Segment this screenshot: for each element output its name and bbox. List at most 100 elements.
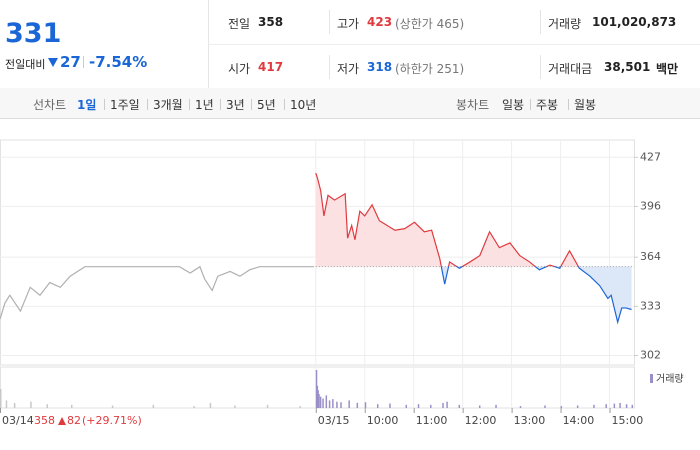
tab-group-label: 봉차트	[456, 98, 490, 112]
volume-bar	[336, 401, 338, 408]
divider	[329, 55, 330, 79]
volume-bar	[0, 389, 2, 408]
volume-bar	[348, 400, 350, 408]
volume-bar	[70, 404, 73, 408]
volume-bar	[319, 396, 322, 408]
legend-label: 거래량	[656, 373, 684, 385]
tab[interactable]: 1주일	[110, 98, 140, 112]
chart: 427 396 364 333 302 03/14 03/15 10:00 11:00 12:00…	[0, 139, 684, 427]
stat-unit: 백만	[656, 62, 679, 76]
tab[interactable]: 월봉	[574, 98, 597, 112]
stat-label: 거래량	[548, 17, 582, 31]
tab-bar	[0, 88, 700, 119]
tab-divider	[251, 99, 252, 110]
price: 331	[5, 18, 62, 49]
volume-bar	[405, 404, 408, 408]
volume-bar	[30, 401, 32, 408]
volume-bar	[299, 406, 301, 408]
stat-value: 38,501	[604, 60, 651, 74]
y-tick-label: 302	[640, 348, 661, 361]
volume-bar	[266, 404, 269, 408]
volume-bar	[5, 400, 8, 408]
volume-bar	[325, 395, 328, 408]
plot-frame	[0, 139, 635, 366]
prev-close: 358	[34, 414, 55, 427]
volume-bar	[631, 404, 634, 408]
x-tick-label: 13:00	[514, 414, 546, 427]
tab[interactable]: 5년	[257, 98, 276, 112]
volume-bar	[389, 403, 391, 408]
up-icon	[58, 417, 66, 425]
x-tick-label: 10:00	[367, 414, 399, 427]
volume-bar	[13, 402, 16, 408]
volume-bar	[318, 394, 320, 408]
tab[interactable]: 3년	[226, 98, 245, 112]
volume-bar	[442, 402, 444, 408]
x-tick-label: 15:00	[612, 414, 644, 427]
stat-label: 거래대금	[548, 62, 593, 76]
tab-divider	[530, 99, 531, 110]
stat-value: 423	[367, 15, 393, 29]
x-tick-label: 03/14	[2, 414, 34, 427]
prev-change: 82	[67, 414, 81, 427]
stat-value: 318	[367, 60, 393, 74]
prev-change-pct: (+29.71%)	[82, 414, 142, 427]
tab-divider	[147, 99, 148, 110]
volume-bar	[322, 398, 324, 408]
volume-bar	[356, 402, 359, 408]
volume-bar	[317, 390, 319, 408]
line	[315, 172, 632, 325]
stat-label: 시가	[228, 62, 251, 76]
volume-bar	[417, 404, 420, 408]
volume-bar	[446, 401, 448, 408]
stat-note: (상한가 465)	[395, 17, 465, 31]
area	[315, 173, 632, 323]
stat-label: 고가	[337, 17, 360, 31]
tab-divider	[568, 99, 569, 110]
legend-swatch	[650, 374, 653, 383]
volume-bar	[332, 399, 334, 408]
volume-bar	[209, 402, 212, 408]
volume-bar	[458, 404, 461, 408]
volume-bar	[576, 405, 579, 408]
change: 27	[60, 53, 81, 71]
tab-divider	[189, 99, 190, 110]
tab[interactable]: 10년	[290, 98, 317, 112]
divider	[83, 56, 84, 68]
y-tick-label: 427	[640, 150, 661, 163]
tab[interactable]: 1년	[195, 98, 214, 112]
tab-divider	[284, 99, 285, 110]
volume-bar	[519, 406, 522, 408]
stat-label: 전일	[228, 17, 251, 31]
volume-bar	[593, 404, 595, 408]
divider	[540, 10, 541, 34]
volume-bar	[495, 404, 497, 408]
x-tick-label: 14:00	[563, 414, 595, 427]
tab-divider	[220, 99, 221, 110]
volume-bar	[430, 404, 432, 408]
divider	[329, 10, 330, 34]
volume-bar	[625, 404, 628, 408]
y-tick-label: 364	[640, 250, 661, 263]
volume-bar	[234, 405, 236, 408]
volume-bar	[560, 406, 563, 408]
volume-bar	[364, 402, 367, 408]
x-tick-label: 11:00	[416, 414, 448, 427]
divider	[540, 55, 541, 79]
volume-bar	[376, 404, 379, 408]
tab-divider	[104, 99, 105, 110]
volume-bar	[152, 404, 155, 408]
line	[0, 265, 315, 320]
tab[interactable]: 일봉	[502, 98, 525, 112]
x-tick-label: 12:00	[465, 414, 497, 427]
volume-bar	[619, 402, 621, 408]
tab[interactable]: 주봉	[536, 98, 559, 112]
y-tick-label: 396	[640, 199, 661, 212]
volume-bar	[46, 404, 49, 408]
divider	[208, 44, 700, 45]
x-tick-label: 03/15	[318, 414, 350, 427]
stat-value: 417	[258, 60, 284, 74]
volume-bar	[111, 405, 114, 408]
tab[interactable]: 1일	[77, 98, 97, 112]
tab[interactable]: 3개월	[153, 98, 183, 112]
